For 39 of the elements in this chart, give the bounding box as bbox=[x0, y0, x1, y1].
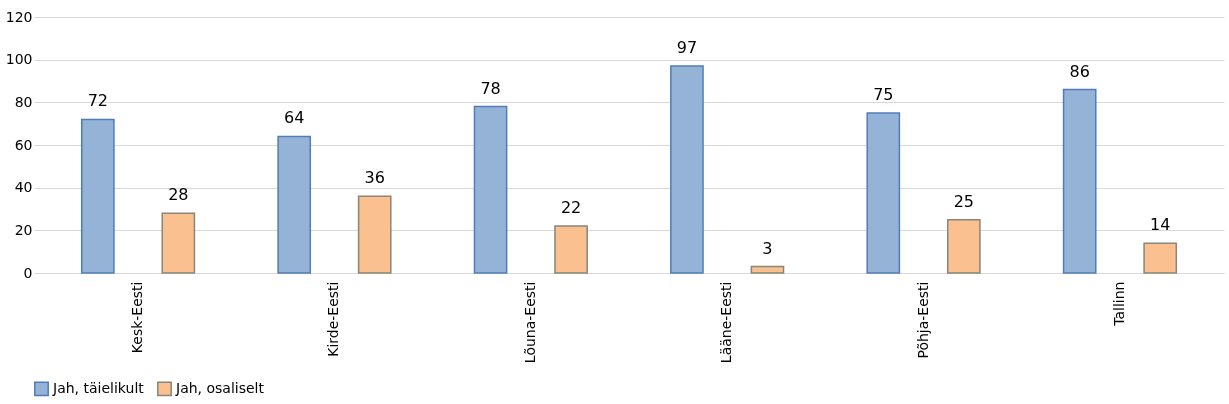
data-label: 3 bbox=[762, 238, 773, 258]
data-label: 14 bbox=[1150, 215, 1171, 235]
bar bbox=[277, 135, 312, 274]
x-tick-label: Kirde-Eesti bbox=[325, 281, 342, 357]
data-label: 28 bbox=[168, 185, 189, 205]
bar bbox=[750, 265, 785, 274]
bar bbox=[670, 65, 704, 274]
data-label: 64 bbox=[284, 108, 305, 128]
legend-label: Jah, täielikult bbox=[52, 379, 145, 396]
data-label: 86 bbox=[1069, 61, 1090, 81]
bar bbox=[357, 195, 392, 274]
x-tick-label: Lõuna-Eesti bbox=[521, 281, 538, 364]
y-tick-label: 100 bbox=[5, 51, 33, 68]
y-tick-label: 0 bbox=[23, 264, 33, 281]
bar bbox=[473, 105, 508, 274]
y-tick-label: 120 bbox=[5, 8, 33, 25]
bar bbox=[1062, 88, 1097, 274]
bar bbox=[1143, 242, 1178, 274]
data-label: 36 bbox=[364, 168, 385, 188]
x-tick-label: Põhja-Eesti bbox=[914, 281, 931, 359]
bar bbox=[554, 225, 588, 274]
bar bbox=[161, 212, 196, 274]
x-tick-label: Kesk-Eesti bbox=[129, 281, 146, 354]
bar bbox=[80, 118, 115, 274]
legend-label: Jah, osaliselt bbox=[175, 379, 265, 396]
y-tick-label: 80 bbox=[14, 93, 33, 110]
data-label: 78 bbox=[480, 78, 501, 98]
data-label: 75 bbox=[873, 85, 894, 104]
data-label: 72 bbox=[87, 91, 108, 111]
y-tick-label: 20 bbox=[14, 221, 33, 238]
bar bbox=[946, 218, 981, 274]
bar bbox=[866, 112, 901, 274]
y-tick-label: 60 bbox=[14, 136, 33, 153]
x-tick-label: Lääne-Eesti bbox=[718, 281, 735, 364]
y-tick-label: 40 bbox=[14, 179, 33, 196]
data-label: 25 bbox=[953, 191, 974, 211]
x-tick-label: Tallinn bbox=[1110, 281, 1127, 327]
data-label: 22 bbox=[560, 198, 582, 218]
data-label: 97 bbox=[676, 38, 698, 58]
